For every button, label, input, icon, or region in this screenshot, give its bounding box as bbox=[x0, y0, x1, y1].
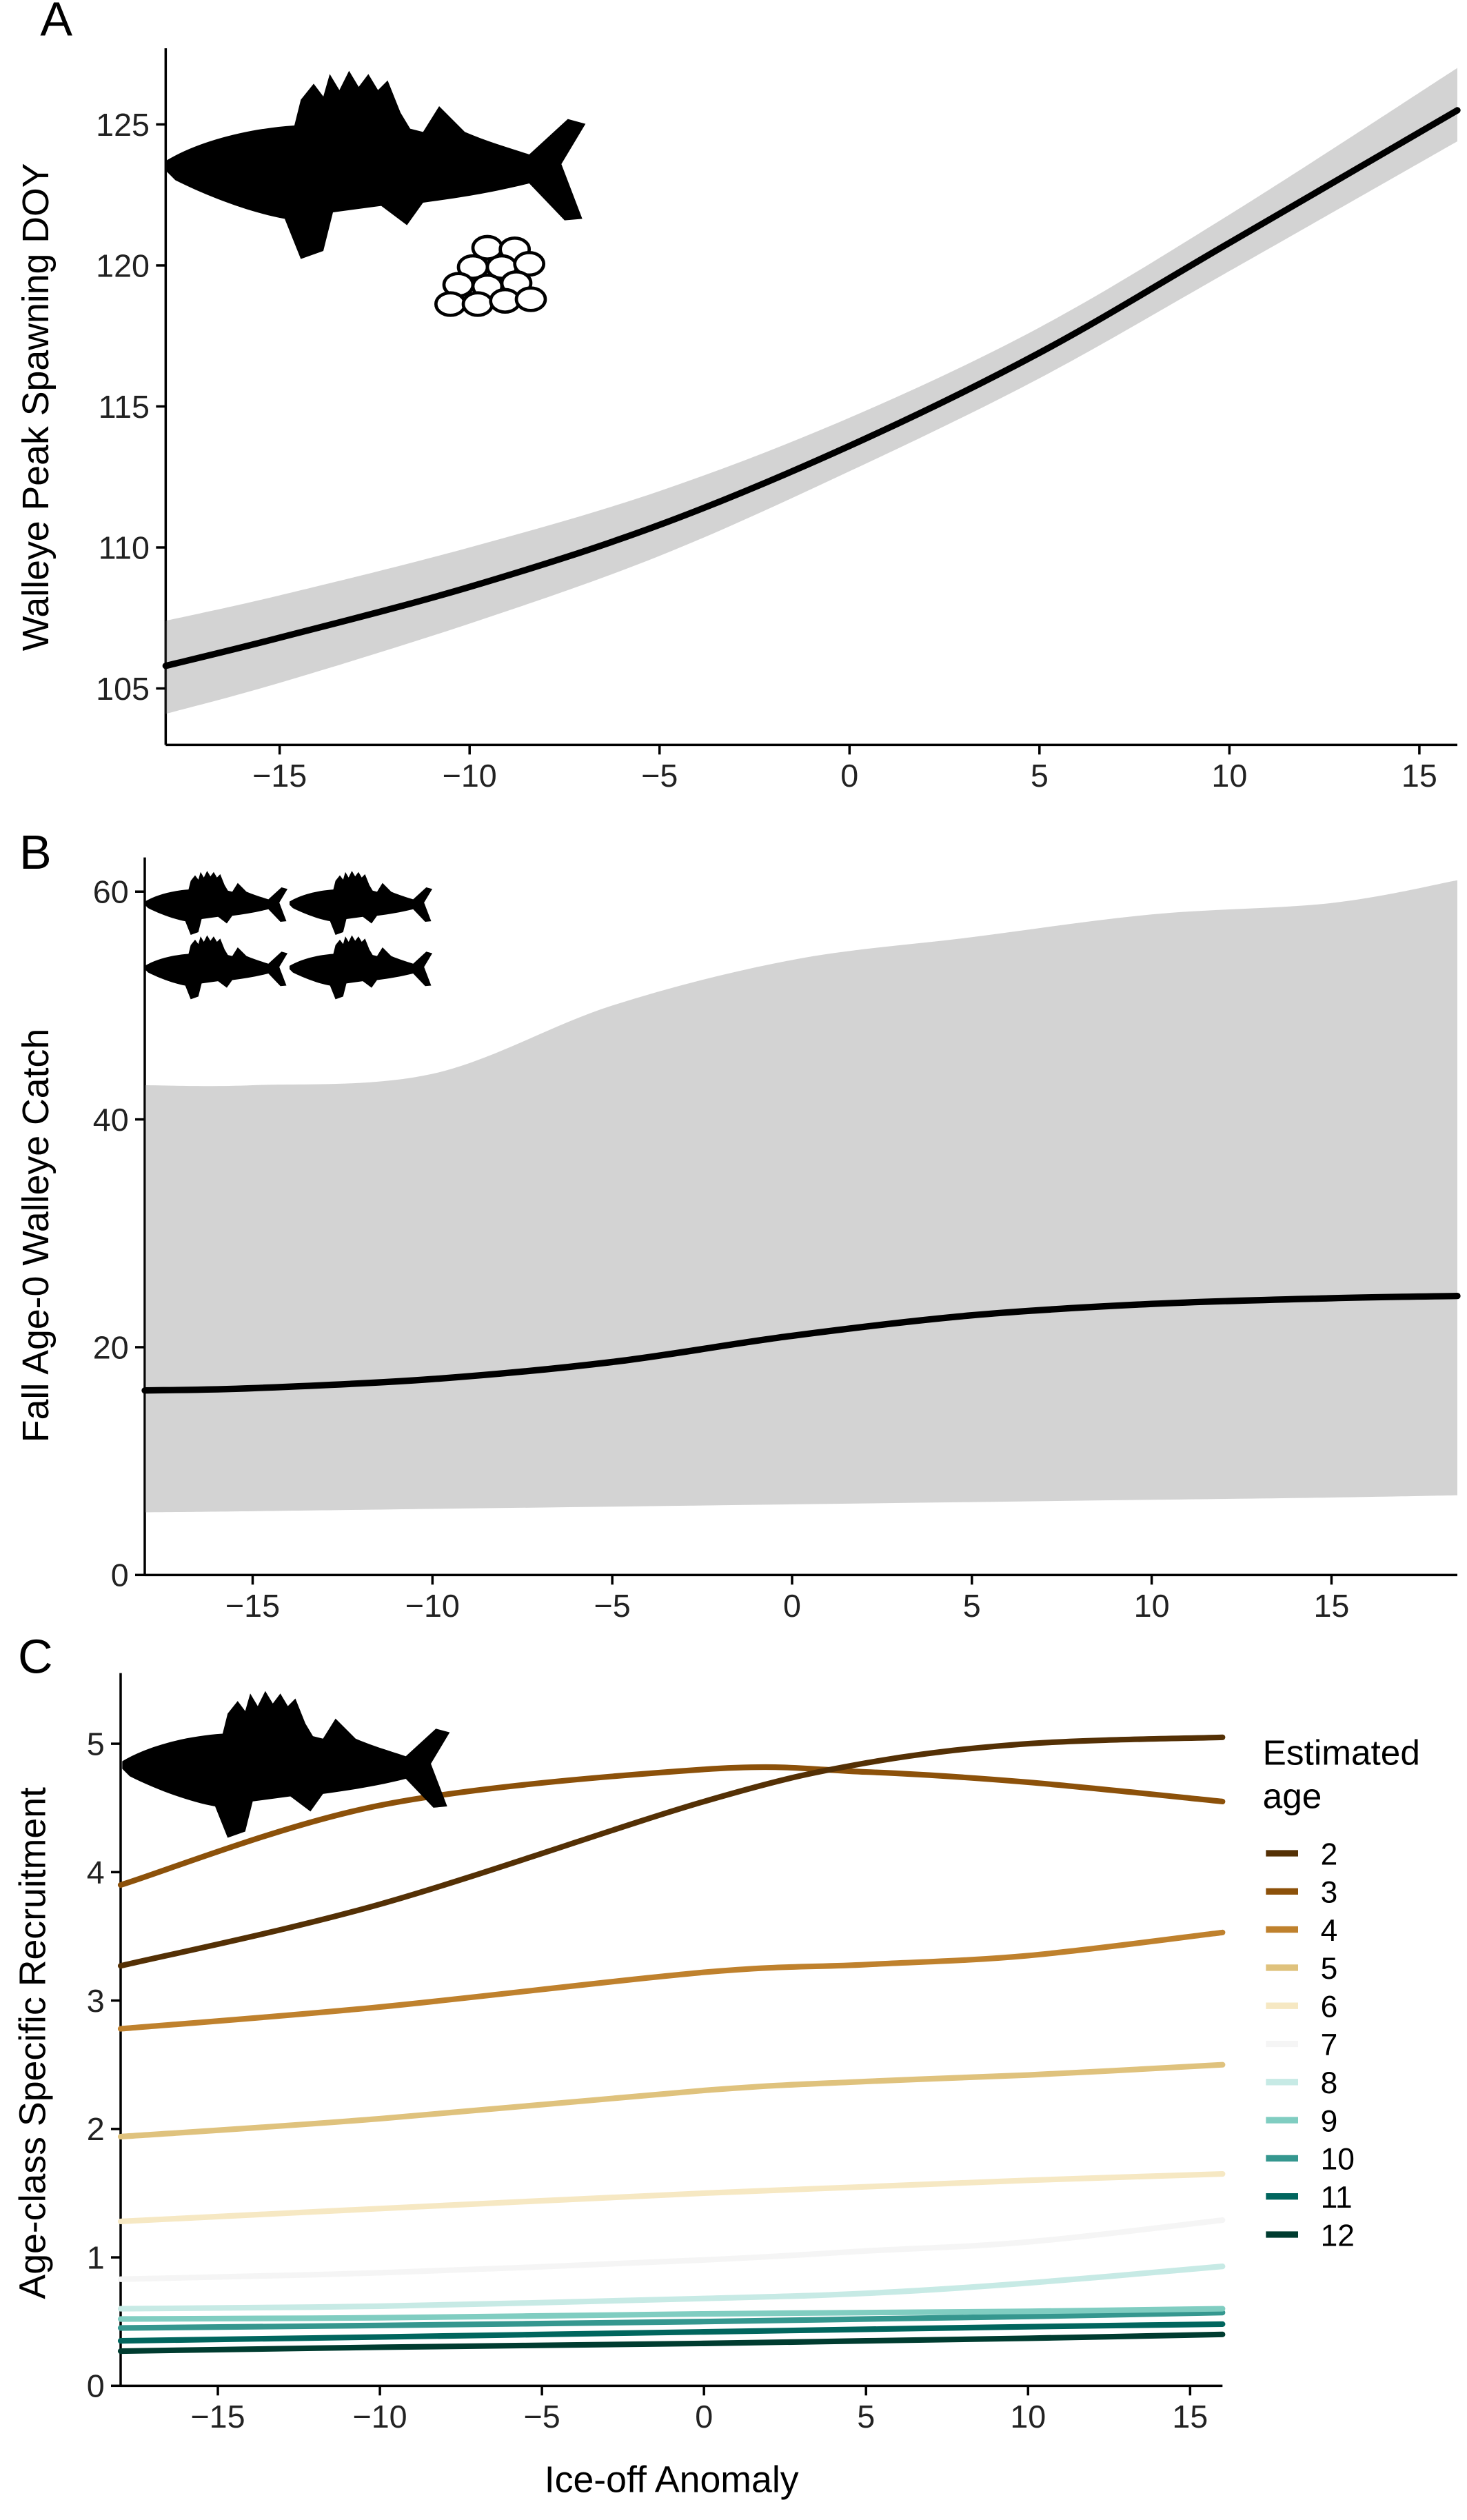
x-tick-label: −5 bbox=[594, 1588, 631, 1624]
legend-label: 12 bbox=[1321, 2219, 1355, 2252]
y-axis-title: Fall Age-0 Walleye Catch bbox=[15, 1029, 57, 1442]
legend-label: 3 bbox=[1321, 1876, 1338, 1910]
draw-band bbox=[145, 880, 1457, 1513]
x-tick-label: 15 bbox=[1313, 1588, 1349, 1624]
line bbox=[117, 1929, 1226, 2032]
x-tick-label: 10 bbox=[1134, 1588, 1170, 1624]
fish-icon-c bbox=[122, 1691, 450, 1838]
y-tick-label: 60 bbox=[93, 874, 129, 910]
x-axis-title: Ice-off Anomaly bbox=[545, 2459, 799, 2500]
x-tick-label: −15 bbox=[252, 758, 307, 794]
y-tick-label: 1 bbox=[87, 2239, 105, 2275]
y-axis-title: Age-class Specific Recruitment bbox=[12, 1787, 53, 2299]
y-axis-title: Walleye Peak Spawning DOY bbox=[15, 163, 57, 651]
y-tick-label: 40 bbox=[93, 1102, 129, 1138]
x-tick-label: 10 bbox=[1010, 2399, 1046, 2435]
y-tick-label: 110 bbox=[99, 530, 150, 565]
line bbox=[141, 1292, 1461, 1394]
panel-label: A bbox=[40, 0, 72, 46]
x-tick-label: 0 bbox=[840, 758, 858, 794]
line bbox=[117, 2321, 1226, 2344]
x-tick-label: −10 bbox=[405, 1588, 460, 1624]
line bbox=[117, 2310, 1226, 2331]
x-tick-label: 0 bbox=[695, 2399, 713, 2435]
x-tick-label: −10 bbox=[353, 2399, 407, 2435]
line bbox=[117, 2217, 1226, 2282]
x-tick-label: 5 bbox=[963, 1588, 981, 1624]
panel: −15 −10 −5 0 5 10 15 105 110 115 120 125 A Walleye Pe… bbox=[15, 0, 1461, 794]
line bbox=[117, 1734, 1226, 1969]
line bbox=[117, 1764, 1226, 1888]
x-tick-label: −5 bbox=[524, 2399, 560, 2435]
y-tick-label: 115 bbox=[99, 389, 150, 425]
panel: −15 −10 −5 0 5 10 15 0 20 40 60 B Fall Age-0 Walleye… bbox=[15, 825, 1461, 1624]
draw-band bbox=[165, 68, 1457, 714]
x-tick-label: 15 bbox=[1402, 758, 1437, 794]
x-tick-label: 0 bbox=[783, 1588, 801, 1624]
y-tick-label: 4 bbox=[87, 1855, 105, 1891]
legend-label: 7 bbox=[1321, 2028, 1338, 2062]
x-tick-label: 15 bbox=[1172, 2399, 1208, 2435]
legend-label: 2 bbox=[1321, 1837, 1338, 1871]
x-tick-label: 10 bbox=[1211, 758, 1247, 794]
legend-label: 5 bbox=[1321, 1952, 1338, 1986]
y-tick-label: 120 bbox=[96, 248, 150, 283]
y-tick-label: 0 bbox=[111, 1558, 129, 1593]
y-tick-label: 105 bbox=[96, 671, 150, 707]
legend-label: 11 bbox=[1321, 2181, 1353, 2215]
legend-title-box: Estimated age bbox=[1262, 1732, 1420, 1817]
y-tick-label: 0 bbox=[87, 2368, 105, 2404]
x-tick-label: −10 bbox=[443, 758, 497, 794]
line bbox=[162, 107, 1461, 669]
y-tick-label: 125 bbox=[96, 107, 150, 143]
fish-icon-a bbox=[165, 70, 586, 259]
legend-title: Estimated age bbox=[1262, 1732, 1420, 1817]
line bbox=[117, 2331, 1226, 2355]
y-tick-label: 2 bbox=[87, 2111, 105, 2147]
legend-label: 9 bbox=[1321, 2104, 1338, 2138]
y-tick-label: 20 bbox=[93, 1329, 129, 1365]
panel-label: B bbox=[19, 825, 52, 879]
line bbox=[117, 2170, 1226, 2225]
line bbox=[117, 2062, 1226, 2140]
line bbox=[117, 2264, 1226, 2312]
line bbox=[117, 2306, 1226, 2322]
x-tick-label: 5 bbox=[1031, 758, 1049, 794]
x-tick-label: −15 bbox=[190, 2399, 245, 2435]
y-tick-label: 3 bbox=[87, 1983, 105, 2019]
egg-icon bbox=[434, 234, 547, 317]
fish-icon-b bbox=[145, 871, 433, 1000]
panel-label: C bbox=[18, 1630, 53, 1684]
legend-label: 8 bbox=[1321, 2066, 1338, 2100]
legend-label: 6 bbox=[1321, 1990, 1338, 2024]
x-tick-label: 5 bbox=[857, 2399, 875, 2435]
legend-label: 4 bbox=[1321, 1914, 1338, 1948]
legend-label: 10 bbox=[1321, 2143, 1355, 2177]
x-tick-label: −15 bbox=[225, 1588, 280, 1624]
y-tick-label: 5 bbox=[87, 1726, 105, 1762]
x-tick-label: −5 bbox=[641, 758, 678, 794]
